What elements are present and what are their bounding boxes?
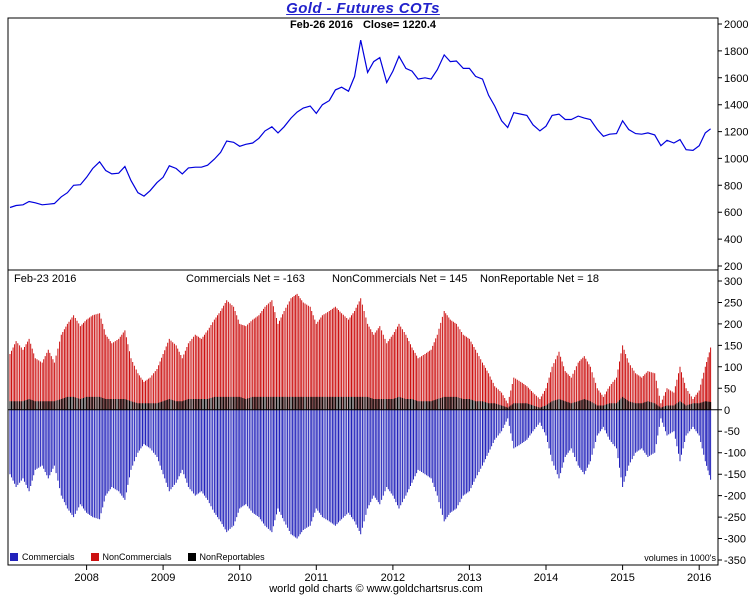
chart-title: Gold - Futures COTs [286,0,440,17]
cot-header-commercials-net: Commercials Net = -163 [186,273,305,285]
cot-axis-label: 250 [724,298,742,310]
x-axis-year-label: 2009 [151,572,175,584]
x-axis-year-label: 2010 [227,572,251,584]
price-axis-label: 1600 [724,73,748,85]
legend-label-noncommercials: NonCommercials [102,552,172,562]
price-axis-label: 1200 [724,127,748,139]
cot-header-nonreportables-net: NonReportable Net = 18 [480,273,599,285]
price-axis-label: 1000 [724,153,748,165]
commercials-bars [9,409,712,539]
x-axis-year-label: 2013 [457,572,481,584]
noncommercials-bars [9,293,712,410]
cot-header-date: Feb-23 2016 [14,273,77,285]
cot-axis-label: -250 [724,512,746,524]
price-axis-label: 2000 [724,19,748,31]
footer-credit: world gold charts © www.goldchartsrus.co… [269,583,483,595]
cot-axis-label: 100 [724,362,742,374]
legend-label-commercials: Commercials [22,552,75,562]
legend-label-nonreportables: NonReportables [199,552,265,562]
volumes-note: volumes in 1000's [644,553,716,563]
cot-axis-label: -200 [724,491,746,503]
cot-axis-label: -100 [724,448,746,460]
cot-axis-label: -50 [724,426,740,438]
price-axis-label: 1800 [724,46,748,58]
price-annotation-close: Close= 1220.4 [362,19,437,31]
nonreportables-swatch-icon [187,553,196,561]
nonreportables-bars [9,396,712,410]
cot-axis-label: -150 [724,469,746,481]
cot-axis-label: 0 [724,405,730,417]
x-axis-year-label: 2016 [687,572,711,584]
price-annotation: Feb-26 2016 Close= 1220.4 [0,19,726,31]
cot-axis-label: -300 [724,534,746,546]
cot-axis-label: -350 [724,555,746,567]
price-axis-label: 400 [724,234,742,246]
x-axis-year-label: 2015 [610,572,634,584]
cot-axis-label: 200 [724,319,742,331]
price-axis-label: 800 [724,180,742,192]
chart-legend: Commercials NonCommercials NonReportable… [10,552,265,562]
gold-price-line [9,39,711,209]
cot-axis-label: 50 [724,383,736,395]
x-axis-year-label: 2008 [74,572,98,584]
price-axis-label: 200 [724,261,742,273]
legend-item-nonreportables: NonReportables [187,552,265,562]
noncommercials-swatch-icon [90,553,99,561]
price-axis-label: 600 [724,207,742,219]
x-axis-year-label: 2012 [381,572,405,584]
cot-axis-label: 150 [724,340,742,352]
x-axis-year-label: 2011 [304,572,328,584]
chart-frame [7,17,719,566]
cot-axis-label: 300 [724,276,742,288]
x-axis-year-label: 2014 [534,572,558,584]
commercials-swatch-icon [10,553,18,561]
price-annotation-date: Feb-26 2016 [289,19,353,31]
axis-ticks [86,23,722,570]
cot-header-noncommercials-net: NonCommercials Net = 145 [332,273,468,285]
legend-item-commercials: Commercials [10,552,75,562]
legend-item-noncommercials: NonCommercials [90,552,172,562]
price-axis-label: 1400 [724,100,748,112]
